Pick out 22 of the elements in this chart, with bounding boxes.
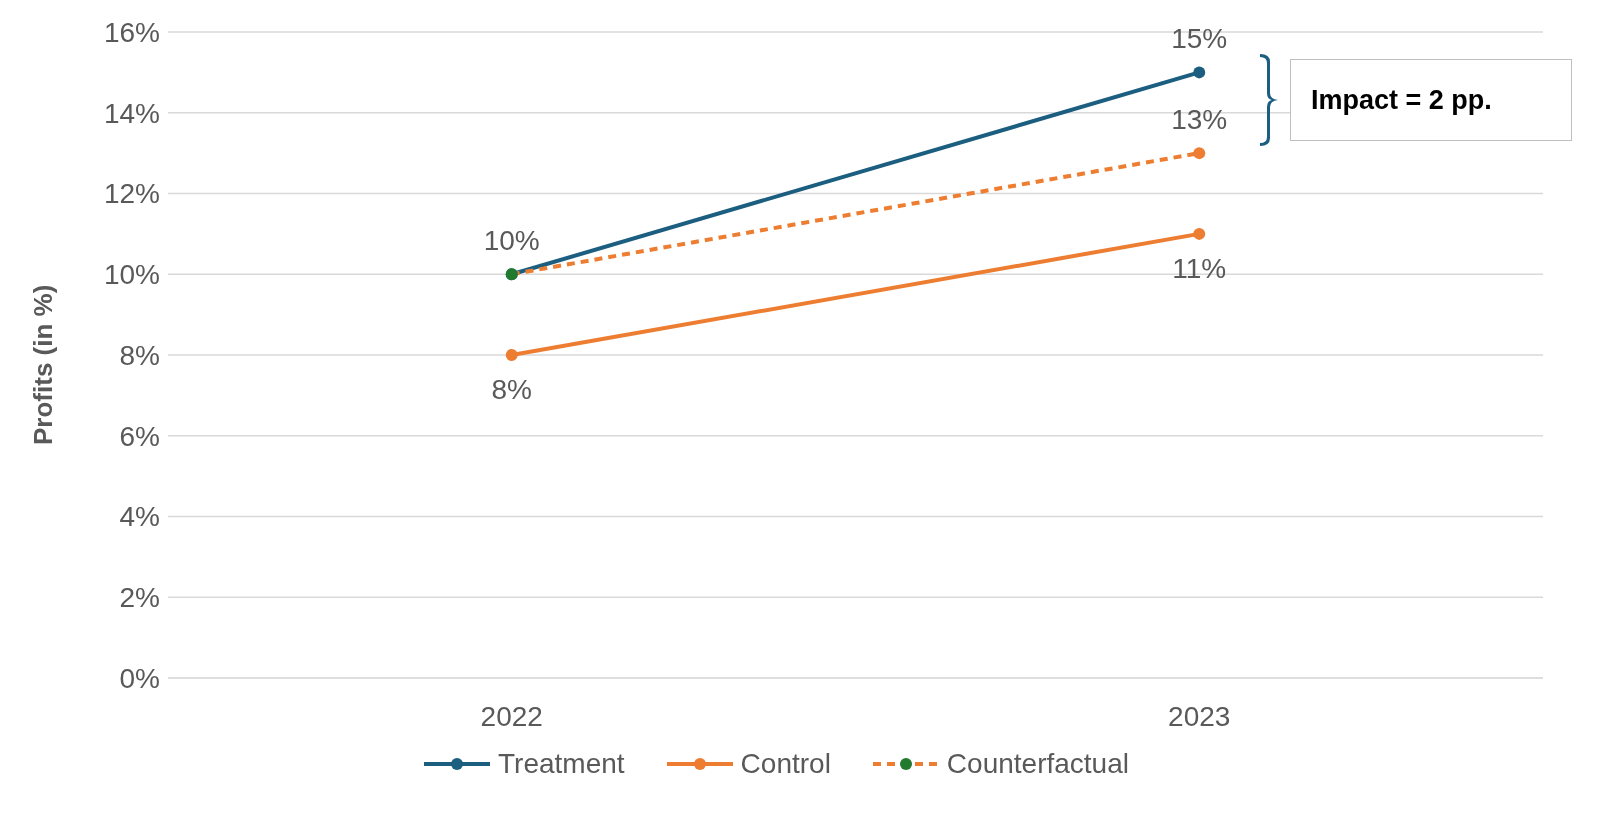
data-label: 10%	[483, 225, 540, 257]
y-tick-label: 16%	[103, 16, 160, 48]
data-label: 8%	[491, 374, 532, 405]
y-tick-label: 4%	[119, 501, 160, 533]
y-tick-label: 8%	[119, 339, 160, 371]
text-box: Impact = 2 pp.	[1290, 59, 1572, 141]
data-label: 13%	[1171, 104, 1228, 136]
x-tick-label: 2023	[1168, 700, 1231, 732]
y-tick-label: 6%	[119, 420, 160, 452]
y-tick-label: 12%	[103, 178, 160, 210]
data-label: 11%	[1172, 252, 1227, 284]
y-tick-label: 10%	[103, 259, 160, 291]
legend-label: Control	[740, 748, 831, 780]
annotation: Impact = 2 pp.	[1311, 84, 1492, 116]
legend-label: Counterfactual	[946, 748, 1129, 780]
legend-label: Treatment	[498, 748, 625, 780]
y-tick-label: 2%	[119, 582, 160, 614]
y-tick-label: 0%	[119, 662, 160, 694]
y-axis-title: Profits (in %)	[28, 284, 59, 445]
x-tick-label: 2022	[480, 700, 543, 732]
y-tick-label: 14%	[103, 97, 160, 129]
data-label: 15%	[1171, 23, 1228, 55]
